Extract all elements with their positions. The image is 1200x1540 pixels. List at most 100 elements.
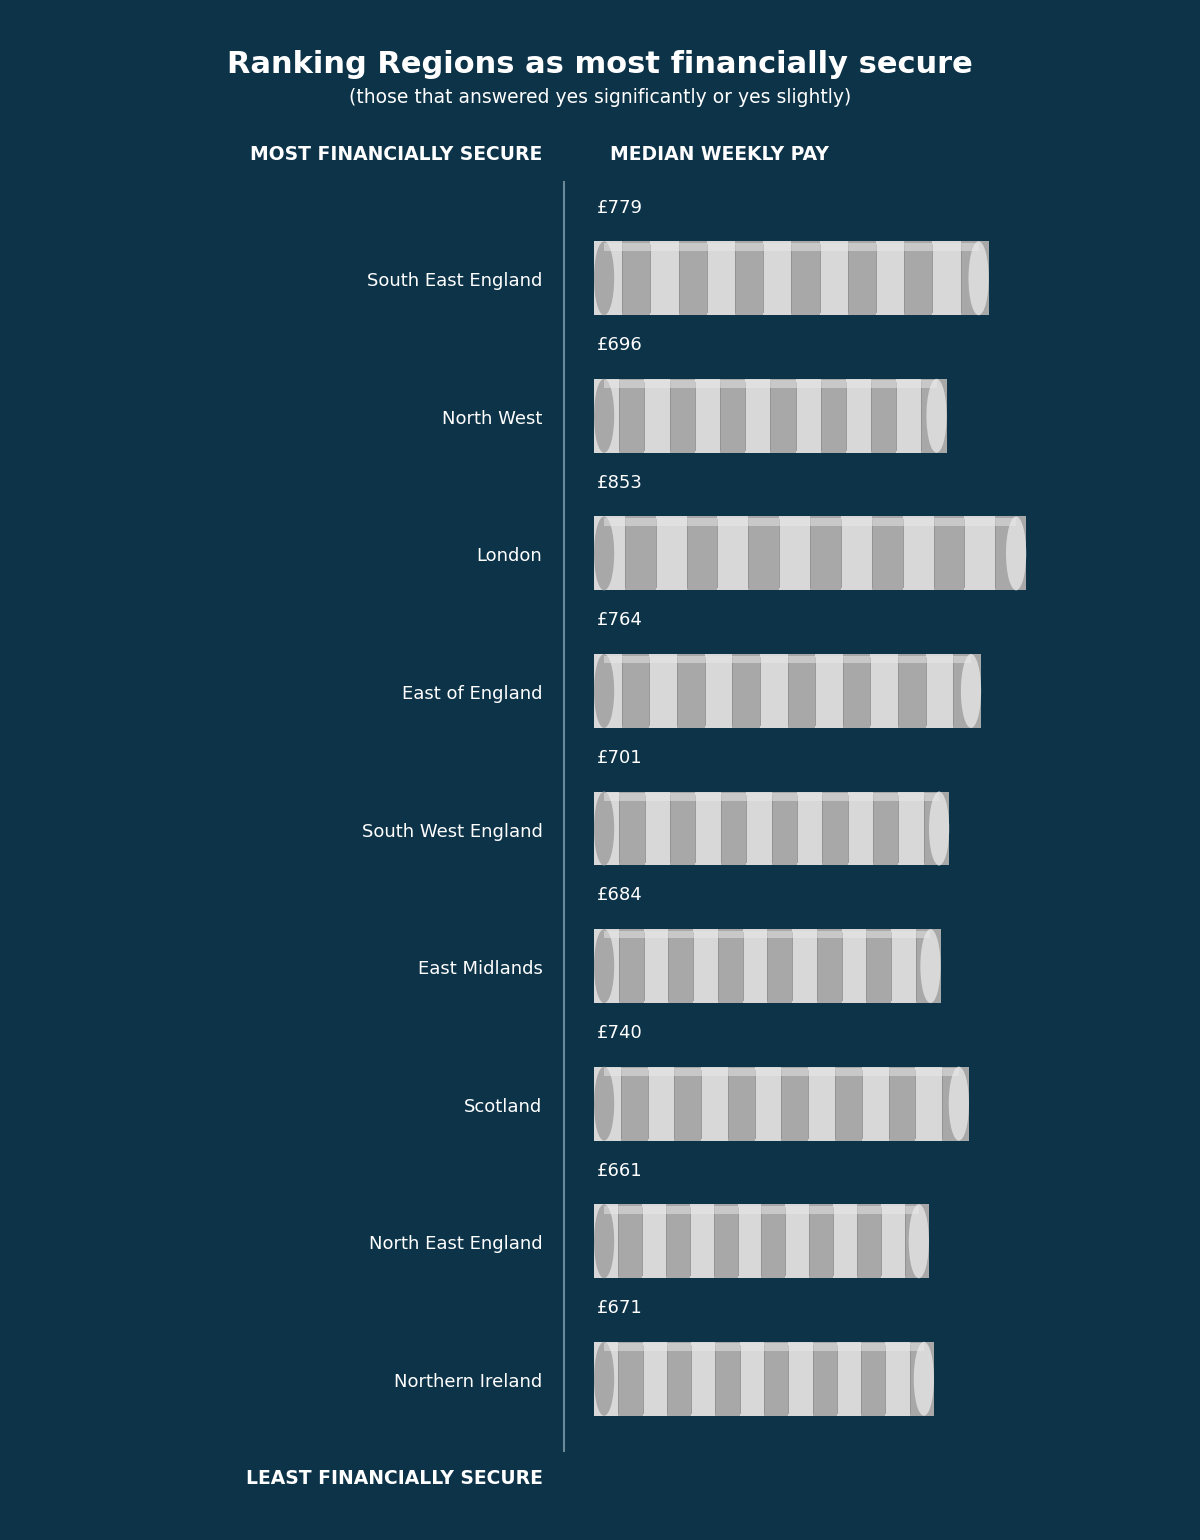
Bar — [764, 1341, 788, 1415]
Bar — [745, 379, 770, 453]
Bar — [797, 792, 822, 865]
Bar — [910, 1341, 934, 1415]
Text: (those that answered yes significantly or yes slightly): (those that answered yes significantly o… — [349, 88, 851, 106]
Ellipse shape — [1006, 516, 1026, 590]
Bar — [604, 793, 940, 801]
Bar — [704, 654, 732, 728]
Bar — [995, 516, 1026, 590]
Bar — [604, 380, 936, 388]
Text: London: London — [476, 547, 542, 565]
Bar — [760, 654, 787, 728]
Bar — [594, 379, 619, 453]
Bar — [604, 517, 1016, 525]
Bar — [870, 654, 898, 728]
Bar — [594, 242, 622, 316]
Bar — [876, 242, 904, 316]
Bar — [650, 242, 678, 316]
Bar — [792, 929, 817, 1003]
Bar — [791, 242, 820, 316]
Text: East of England: East of England — [402, 685, 542, 704]
Bar — [841, 929, 866, 1003]
Bar — [762, 1204, 785, 1278]
Text: South East England: South East England — [367, 273, 542, 291]
Ellipse shape — [594, 929, 614, 1003]
Bar — [916, 929, 941, 1003]
Text: £701: £701 — [596, 748, 642, 767]
Bar — [898, 654, 925, 728]
Bar — [619, 792, 644, 865]
Bar — [649, 654, 677, 728]
Bar — [604, 1206, 919, 1214]
Bar — [841, 516, 872, 590]
Ellipse shape — [913, 1341, 934, 1415]
Bar — [668, 929, 694, 1003]
Bar — [820, 242, 847, 316]
Bar — [655, 516, 686, 590]
Ellipse shape — [908, 1204, 929, 1278]
Bar — [604, 930, 930, 938]
Bar — [746, 792, 772, 865]
Text: MOST FINANCIALLY SECURE: MOST FINANCIALLY SECURE — [250, 145, 542, 163]
Bar — [642, 1341, 667, 1415]
Bar — [888, 1067, 916, 1141]
Text: South West England: South West England — [361, 822, 542, 841]
Text: £661: £661 — [596, 1161, 642, 1180]
Bar — [594, 1067, 620, 1141]
Bar — [643, 929, 668, 1003]
Bar — [714, 1204, 738, 1278]
Bar — [604, 656, 971, 664]
Bar — [644, 379, 670, 453]
Text: LEAST FINANCIALLY SECURE: LEAST FINANCIALLY SECURE — [246, 1469, 542, 1488]
Bar — [886, 1341, 910, 1415]
Bar — [695, 379, 720, 453]
Bar — [847, 242, 876, 316]
Text: Northern Ireland: Northern Ireland — [394, 1372, 542, 1391]
Bar — [739, 1341, 764, 1415]
Ellipse shape — [920, 929, 941, 1003]
Bar — [767, 929, 792, 1003]
Bar — [678, 242, 707, 316]
Bar — [677, 654, 704, 728]
Bar — [707, 242, 734, 316]
Bar — [942, 1067, 968, 1141]
Bar — [770, 379, 796, 453]
Bar — [721, 792, 746, 865]
Bar — [779, 516, 810, 590]
Bar — [815, 654, 842, 728]
Bar — [862, 1341, 886, 1415]
Ellipse shape — [594, 379, 614, 453]
Bar — [821, 379, 846, 453]
Bar — [604, 1343, 924, 1351]
Bar — [763, 242, 791, 316]
Bar — [857, 1204, 881, 1278]
Bar — [836, 1341, 862, 1415]
Bar — [715, 1341, 739, 1415]
Bar — [670, 379, 695, 453]
Bar — [846, 379, 871, 453]
Text: MEDIAN WEEKLY PAY: MEDIAN WEEKLY PAY — [610, 145, 828, 163]
Ellipse shape — [961, 654, 982, 728]
Bar — [847, 792, 874, 865]
Text: £764: £764 — [596, 611, 642, 630]
Text: Scotland: Scotland — [464, 1098, 542, 1116]
Ellipse shape — [594, 1204, 614, 1278]
Bar — [670, 792, 696, 865]
Ellipse shape — [594, 654, 614, 728]
Ellipse shape — [594, 242, 614, 316]
Bar — [785, 1204, 809, 1278]
Bar — [618, 1204, 642, 1278]
Bar — [642, 1204, 666, 1278]
Bar — [594, 792, 619, 865]
Bar — [954, 654, 982, 728]
Bar — [718, 516, 749, 590]
Bar — [812, 1341, 836, 1415]
Bar — [842, 654, 870, 728]
Bar — [965, 516, 995, 590]
Bar — [743, 929, 767, 1003]
Bar — [686, 516, 718, 590]
Text: North West: North West — [442, 410, 542, 428]
Bar — [916, 1067, 942, 1141]
Bar — [772, 792, 797, 865]
Bar — [866, 929, 892, 1003]
Bar — [690, 1204, 714, 1278]
